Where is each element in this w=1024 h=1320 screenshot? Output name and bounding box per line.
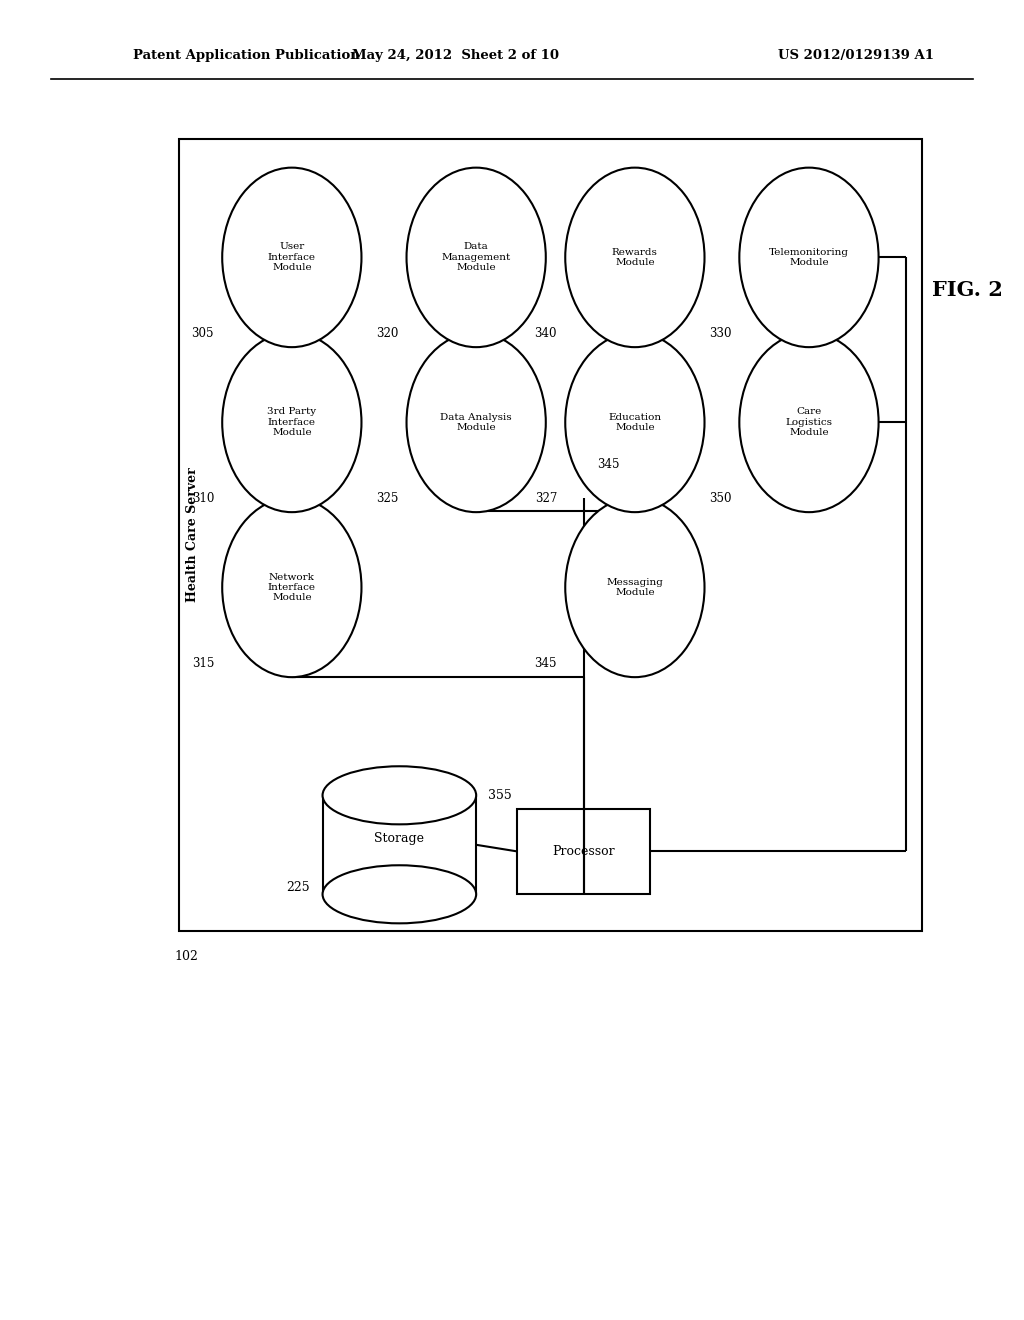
- Ellipse shape: [323, 766, 476, 824]
- Text: 102: 102: [174, 950, 198, 964]
- Circle shape: [739, 168, 879, 347]
- Text: 225: 225: [287, 882, 310, 894]
- Text: 345: 345: [597, 458, 620, 471]
- Bar: [517, 808, 650, 895]
- Text: Education
Module: Education Module: [608, 413, 662, 432]
- Text: Network
Interface
Module: Network Interface Module: [268, 573, 315, 602]
- Text: May 24, 2012  Sheet 2 of 10: May 24, 2012 Sheet 2 of 10: [352, 49, 559, 62]
- Circle shape: [407, 168, 546, 347]
- Text: 315: 315: [191, 657, 214, 671]
- Text: Data
Management
Module: Data Management Module: [441, 243, 511, 272]
- Text: Processor: Processor: [552, 845, 615, 858]
- Text: 345: 345: [535, 657, 557, 671]
- Text: FIG. 2: FIG. 2: [932, 280, 1004, 301]
- Circle shape: [739, 333, 879, 512]
- Text: 305: 305: [191, 327, 214, 341]
- Text: Messaging
Module: Messaging Module: [606, 578, 664, 597]
- Circle shape: [407, 333, 546, 512]
- Circle shape: [222, 498, 361, 677]
- Text: 320: 320: [376, 327, 398, 341]
- Text: 325: 325: [376, 492, 398, 506]
- Bar: [179, 139, 922, 931]
- Text: 350: 350: [709, 492, 731, 506]
- Text: Patent Application Publication: Patent Application Publication: [133, 49, 359, 62]
- Text: Health Care Server: Health Care Server: [186, 467, 199, 602]
- Text: Storage: Storage: [375, 832, 424, 845]
- Circle shape: [565, 498, 705, 677]
- Circle shape: [222, 333, 361, 512]
- Circle shape: [565, 333, 705, 512]
- Circle shape: [222, 168, 361, 347]
- Text: 310: 310: [191, 492, 214, 506]
- Text: User
Interface
Module: User Interface Module: [268, 243, 315, 272]
- Text: 355: 355: [488, 789, 512, 801]
- Text: 330: 330: [709, 327, 731, 341]
- Text: Data Analysis
Module: Data Analysis Module: [440, 413, 512, 432]
- Text: US 2012/0129139 A1: US 2012/0129139 A1: [778, 49, 934, 62]
- Bar: [323, 795, 476, 895]
- Text: 340: 340: [535, 327, 557, 341]
- Text: Care
Logistics
Module: Care Logistics Module: [785, 408, 833, 437]
- Ellipse shape: [323, 866, 476, 924]
- Text: 327: 327: [535, 492, 557, 506]
- Text: Telemonitoring
Module: Telemonitoring Module: [769, 248, 849, 267]
- Text: Rewards
Module: Rewards Module: [612, 248, 657, 267]
- Text: 3rd Party
Interface
Module: 3rd Party Interface Module: [267, 408, 316, 437]
- Circle shape: [565, 168, 705, 347]
